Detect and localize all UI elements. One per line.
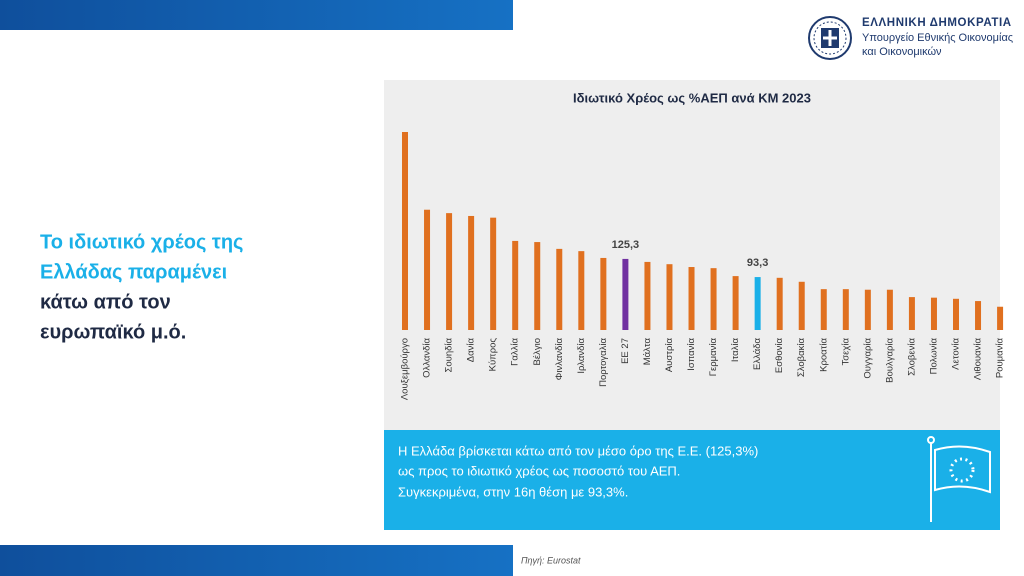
bar	[622, 258, 629, 330]
x-tick-label: Λιθουανία	[973, 338, 984, 381]
chart-title: Ιδιωτικό Χρέος ως %ΑΕΠ ανά ΚΜ 2023	[573, 90, 811, 105]
info-line: ως προς το ιδιωτικό χρέος ως ποσοστό του…	[398, 463, 680, 478]
header-subtitle: και Οικονομικών	[862, 46, 942, 58]
headline-line: Το ιδιωτικό χρέος της	[40, 231, 243, 253]
headline-line: κάτω από τον	[40, 291, 171, 313]
x-tick-label: Φινλανδία	[554, 338, 565, 381]
x-tick-label: Γαλλία	[510, 337, 521, 365]
bar	[820, 289, 827, 330]
bar	[688, 267, 695, 330]
x-tick-label: Σλοβακία	[796, 337, 807, 377]
x-tick-label: Βέλγιο	[532, 338, 543, 365]
plot: Λουξεμβούργο Ολλανδία Σουηδία Δανία Κύπρος Γα…	[400, 132, 1006, 400]
x-tick-label: Κροατία	[818, 337, 829, 371]
top-band	[0, 0, 513, 30]
x-tick-label: Πορτογαλία	[598, 338, 609, 387]
headline-line: Ελλάδας παραμένει	[40, 261, 227, 283]
x-tick-label: Αυστρία	[664, 337, 675, 372]
bar	[578, 251, 585, 330]
bar	[953, 298, 959, 330]
bottom-band	[0, 545, 513, 576]
x-tick-label: Πολωνία	[928, 337, 939, 374]
value-label: 93,3	[747, 257, 768, 269]
info-line: Συγκεκριμένα, στην 16η θέση με 93,3%.	[398, 484, 628, 499]
bar	[754, 277, 761, 330]
x-tick-label: Γερμανία	[708, 338, 719, 377]
bar	[402, 132, 408, 330]
x-tick-label: Ισπανία	[686, 338, 697, 371]
emblem	[808, 16, 852, 60]
info-line: Η Ελλάδα βρίσκεται κάτω από τον μέσο όρο…	[398, 443, 758, 458]
source: Πηγή: Eurostat	[521, 555, 581, 565]
bar	[886, 289, 893, 330]
bar	[930, 297, 937, 330]
headline-line: ευρωπαϊκό μ.ό.	[40, 321, 186, 343]
x-tick-label: Σουηδία	[444, 337, 455, 372]
bar	[666, 264, 673, 330]
chart-panel	[384, 80, 1000, 430]
value-label: 125,3	[612, 239, 640, 251]
bar	[997, 306, 1004, 330]
bar	[975, 301, 982, 330]
bar	[512, 240, 519, 330]
x-tick-label: Σλοβενία	[906, 338, 917, 376]
x-tick-label: Λουξεμβούργο	[400, 338, 411, 400]
header-title: ΕΛΛΗΝΙΚΗ ΔΗΜΟΚΡΑΤΙΑ	[862, 17, 1012, 29]
info-box	[384, 430, 1000, 530]
x-tick-label: Τσεχία	[840, 337, 851, 365]
header-subtitle: Υπουργείο Εθνικής Οικονομίας	[862, 32, 1013, 44]
bar	[468, 215, 475, 330]
bar	[908, 297, 915, 330]
x-tick-label: Ιταλία	[730, 337, 741, 362]
bar	[534, 242, 541, 330]
x-tick-label: Λετονία	[951, 338, 962, 370]
bar	[798, 281, 805, 330]
x-tick-label: Εσθονία	[774, 337, 785, 373]
eu-flag-icon	[927, 436, 991, 522]
x-tick-label: Ουγγαρία	[862, 338, 873, 379]
bar	[842, 289, 849, 330]
bar	[490, 217, 497, 330]
bar	[424, 209, 431, 330]
bar	[644, 261, 651, 330]
bar	[732, 276, 739, 330]
x-tick-label: Δανία	[466, 338, 477, 363]
x-tick-label: Ιρλανδία	[576, 337, 587, 373]
x-tick-label: Μάλτα	[642, 338, 653, 366]
x-tick-label: Ρουμανία	[995, 337, 1006, 378]
bar	[556, 248, 563, 330]
bar	[446, 213, 453, 330]
x-tick-label: Βουλγαρία	[884, 338, 895, 383]
bar	[710, 268, 717, 330]
bar	[864, 289, 871, 330]
x-tick-label: Κύπρος	[488, 338, 499, 372]
bar	[776, 277, 783, 330]
bar	[600, 257, 607, 330]
x-tick-label: Ελλάδα	[752, 337, 763, 369]
x-tick-label: Ολλανδία	[422, 338, 433, 378]
x-tick-label: ΕΕ 27	[620, 338, 631, 364]
